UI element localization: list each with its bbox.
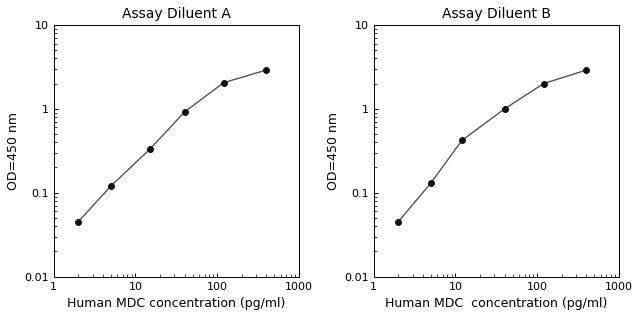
Title: Assay Diluent A: Assay Diluent A <box>122 7 231 21</box>
X-axis label: Human MDC concentration (pg/ml): Human MDC concentration (pg/ml) <box>67 297 285 310</box>
Title: Assay Diluent B: Assay Diluent B <box>442 7 551 21</box>
X-axis label: Human MDC  concentration (pg/ml): Human MDC concentration (pg/ml) <box>385 297 607 310</box>
Y-axis label: OD=450 nm: OD=450 nm <box>7 112 20 190</box>
Y-axis label: OD=450 nm: OD=450 nm <box>327 112 340 190</box>
